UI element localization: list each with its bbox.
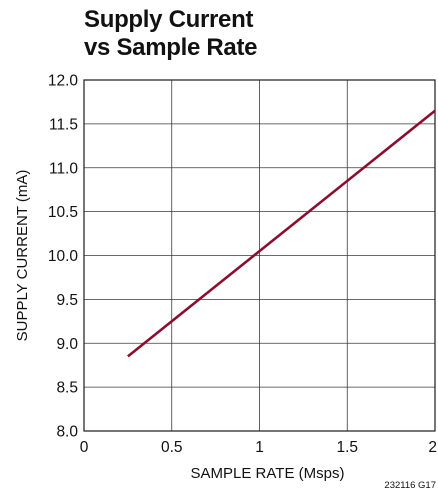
y-tick-label-8: 12.0	[48, 73, 79, 90]
y-tick-label-5: 10.5	[48, 204, 78, 221]
x-tick-label-2: 1	[255, 439, 264, 456]
x-tick-label-0: 0	[80, 439, 89, 456]
y-tick-label-2: 9.0	[56, 336, 78, 353]
y-tick-label-0: 8.0	[56, 424, 78, 441]
grid-lines	[84, 80, 435, 431]
y-tick-labels: 8.0 8.5 9.0 9.5 10.0 10.5 11.0 11.5 12.0	[48, 73, 79, 441]
chart-title-line-1: Supply Current	[84, 6, 254, 33]
y-tick-label-7: 11.5	[49, 116, 78, 133]
x-tick-label-4: 2	[428, 439, 437, 456]
x-tick-label-1: 0.5	[161, 439, 183, 456]
plot-frame	[83, 79, 436, 432]
chart-title-line-2: vs Sample Rate	[84, 34, 258, 61]
y-axis-label: SUPPLY CURRENT (mA)	[14, 170, 31, 342]
x-tick-label-3: 1.5	[336, 439, 358, 456]
y-tick-label-1: 8.5	[56, 380, 78, 397]
y-tick-label-3: 9.5	[56, 292, 78, 309]
x-axis-label: SAMPLE RATE (Msps)	[191, 465, 345, 482]
series-group	[127, 109, 436, 358]
x-tick-labels: 0 0.5 1 1.5 2	[80, 439, 437, 456]
series-line-0	[127, 109, 436, 358]
chart-title: Supply Current vs Sample Rate	[84, 6, 258, 62]
figure-id: 232116 G17	[384, 480, 436, 491]
y-tick-label-4: 10.0	[48, 248, 79, 265]
y-tick-label-6: 11.0	[49, 160, 78, 177]
